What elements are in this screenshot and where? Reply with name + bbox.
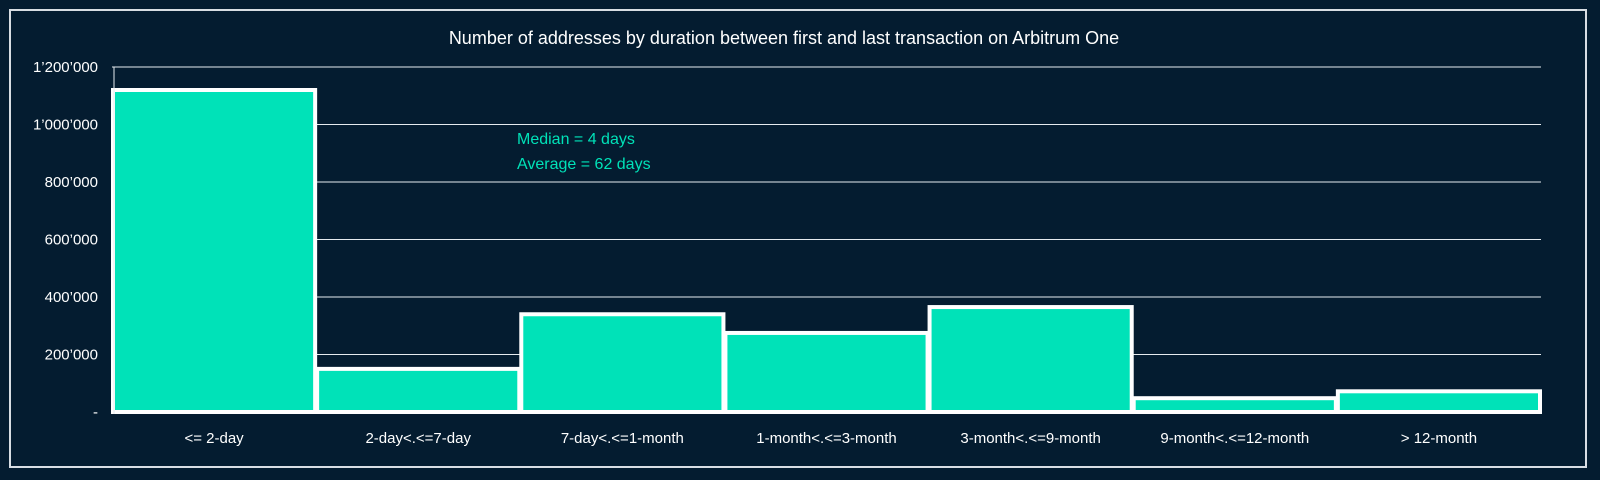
- average-annotation: Average = 62 days: [517, 156, 651, 173]
- y-tick-label: 800’000: [45, 174, 98, 191]
- x-tick-label: 2-day<.<=7-day: [365, 430, 471, 447]
- y-axis-ticks: - 200’000 400’000 600’000 800’000 1’000’000 1’…: [33, 59, 98, 421]
- x-tick-label: <= 2-day: [184, 430, 244, 447]
- median-annotation: Median = 4 days: [517, 131, 635, 148]
- x-tick-label: > 12-month: [1401, 430, 1477, 447]
- x-axis-ticks: <= 2-day 2-day<.<=7-day 7-day<.<=1-month 1-…: [184, 430, 1477, 447]
- bar: [315, 366, 522, 414]
- bar: [927, 305, 1134, 414]
- bar: [723, 330, 930, 414]
- x-tick-label: 3-month<.<=9-month: [960, 430, 1101, 447]
- x-tick-label: 9-month<.<=12-month: [1160, 430, 1309, 447]
- bar: [1335, 389, 1543, 414]
- y-tick-label: 400’000: [45, 289, 98, 306]
- x-tick-label: 1-month<.<=3-month: [756, 430, 897, 447]
- y-tick-label: 1’200’000: [33, 59, 98, 76]
- bar: [1131, 396, 1338, 415]
- y-tick-label: -: [93, 404, 98, 421]
- y-tick-label: 200’000: [45, 347, 98, 364]
- x-tick-label: 7-day<.<=1-month: [561, 430, 684, 447]
- y-tick-label: 600’000: [45, 232, 98, 249]
- bar: [519, 312, 726, 414]
- chart-frame: [9, 9, 1587, 468]
- y-tick-label: 1’000’000: [33, 117, 98, 134]
- chart-title: Number of addresses by duration between …: [449, 28, 1119, 48]
- bar: [111, 88, 318, 414]
- bars: [111, 88, 1543, 415]
- grid-lines: [112, 66, 1541, 355]
